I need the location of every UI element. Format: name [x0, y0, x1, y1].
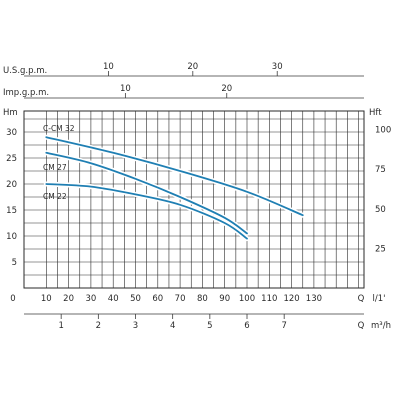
bottom-scale-tick-label: 1: [58, 321, 63, 331]
y-right-tick-label: 50: [375, 205, 386, 215]
top-scale-title: U.S.g.p.m.: [3, 66, 47, 76]
y-left-tick-label: 15: [6, 206, 17, 216]
bottom-scale-tick-label: 5: [207, 321, 212, 331]
x-tick-label: 80: [197, 294, 208, 304]
top-scale-tick-label: 10: [120, 84, 131, 94]
curve-label-cm-27: CM 27: [43, 163, 67, 172]
top-scale-tick-label: 10: [103, 62, 114, 72]
top-scale-title: Imp.g.p.m.: [3, 88, 49, 98]
x-tick-label: 20: [63, 294, 74, 304]
top-scale-tick-label: 30: [272, 62, 283, 72]
x-tick-label: 120: [283, 294, 299, 304]
plot-frame: [23, 110, 365, 289]
y-left-title: Hm: [3, 108, 18, 118]
curve-cm-27: [45, 151, 248, 235]
curve-cm-22: [45, 183, 248, 240]
y-right-tick-label: 100: [375, 126, 391, 136]
curve-label-cm-22: CM 22: [43, 192, 67, 201]
y-right-tick-label: 75: [375, 165, 386, 175]
x-tick-label: 70: [175, 294, 186, 304]
x-tick-label: 130: [306, 294, 322, 304]
top-scale-tick-label: 20: [187, 62, 198, 72]
y-right-tick-label: 25: [375, 244, 386, 254]
bottom-scale-tick-label: 4: [170, 321, 175, 331]
bottom-scale-unit: m³/h: [371, 321, 391, 331]
grid: [24, 111, 364, 288]
x-tick-label: 0: [10, 294, 15, 304]
bottom-scale-tick-label: 6: [244, 321, 249, 331]
x-unit-prefix: Q: [358, 294, 365, 304]
x-tick-label: 30: [85, 294, 96, 304]
bottom-scale-tick-label: 2: [96, 321, 101, 331]
x-tick-label: 110: [261, 294, 277, 304]
x-unit-label: l/1': [373, 294, 386, 304]
y-left-tick-label: 25: [6, 154, 17, 164]
x-tick-label: 10: [41, 294, 52, 304]
bottom-scale-tick-label: 7: [281, 321, 286, 331]
y-left-tick-label: 30: [6, 128, 17, 138]
y-left-tick-label: 5: [12, 258, 17, 268]
y-right-title: Hft: [369, 108, 382, 118]
bottom-scale-prefix: Q: [358, 321, 365, 331]
series: C-CM 32 CM 27 CM 22: [43, 124, 306, 242]
x-tick-label: 100: [239, 294, 255, 304]
top-scale-tick-label: 20: [221, 84, 232, 94]
curve-label-c-cm-32: C-CM 32: [43, 124, 75, 133]
y-left-tick-label: 20: [6, 180, 17, 190]
curve-c-cm-32: [45, 136, 304, 217]
x-tick-label: 90: [219, 294, 230, 304]
x-tick-label: 40: [108, 294, 119, 304]
x-tick-label: 60: [152, 294, 163, 304]
x-tick-label: 50: [130, 294, 141, 304]
y-left-tick-label: 10: [6, 232, 17, 242]
bottom-scale-tick-label: 3: [133, 321, 138, 331]
